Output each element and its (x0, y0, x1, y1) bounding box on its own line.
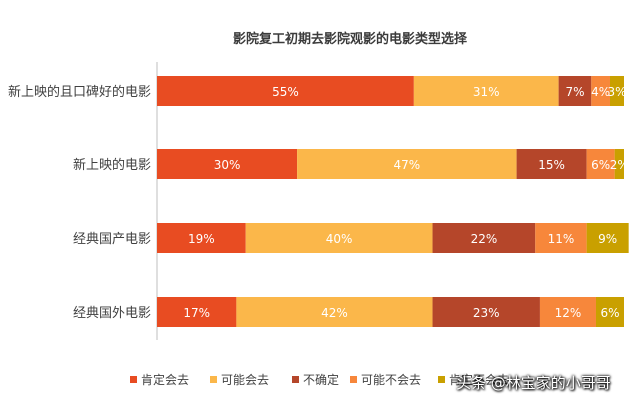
data-label: 7% (565, 85, 584, 99)
legend-label: 可能会去 (221, 373, 269, 387)
bar-segment (614, 149, 624, 179)
data-label: 17% (183, 306, 210, 320)
watermark: 头条 @林宝家的小哥哥 (456, 372, 611, 393)
legend-swatch (350, 376, 357, 383)
data-label: 40% (326, 232, 353, 246)
bar-segment (245, 223, 433, 253)
bar-segment (586, 223, 629, 253)
data-label: 31% (473, 85, 500, 99)
data-label: 11% (548, 232, 575, 246)
bar-segment (236, 297, 433, 327)
bar-segment (157, 76, 414, 106)
watermark-text: 头条 @林宝家的小哥哥 (456, 374, 611, 392)
legend-swatch (292, 376, 299, 383)
category-label: 经典国产电影 (73, 232, 151, 247)
data-label: 4% (591, 85, 610, 99)
data-label: 55% (272, 85, 299, 99)
bar-segment (432, 297, 540, 327)
bar-segment (535, 223, 587, 253)
category-label: 新上映的且口碑好的电影 (8, 84, 151, 100)
data-label: 2% (610, 158, 629, 172)
bar-segment (157, 149, 298, 179)
legend-label: 可能不会去 (361, 373, 421, 387)
bar-segment (297, 149, 517, 179)
data-label: 42% (321, 306, 348, 320)
data-label: 30% (214, 158, 241, 172)
bar-segment (157, 223, 246, 253)
bar-segment (539, 297, 596, 327)
legend-label: 不确定 (303, 372, 339, 387)
data-label: 6% (600, 306, 619, 320)
bar-segment (516, 149, 587, 179)
category-label: 经典国外电影 (73, 306, 151, 321)
bar-segment (432, 223, 536, 253)
data-label: 15% (538, 158, 565, 172)
data-label: 12% (555, 306, 582, 320)
data-label: 23% (473, 306, 500, 320)
legend-label: 肯定会去 (141, 372, 189, 387)
data-label: 6% (591, 158, 610, 172)
legend-label: 肯定不会去 (449, 372, 509, 387)
category-label: 新上映的电影 (73, 157, 151, 173)
data-label: 47% (394, 158, 421, 172)
chart-title: 影院复工初期去影院观影的电影类型选择 (232, 32, 467, 47)
bar-segment (595, 297, 624, 327)
bar-segment (586, 149, 615, 179)
bar-segment (413, 76, 559, 106)
legend-swatch (210, 376, 217, 383)
bar-segment (609, 76, 624, 106)
legend-swatch (438, 376, 445, 383)
data-label: 19% (188, 232, 215, 246)
data-label: 3% (607, 85, 626, 99)
bar-segment (558, 76, 592, 106)
bar-segment (157, 297, 237, 327)
legend-swatch (130, 376, 137, 383)
data-label: 22% (471, 232, 498, 246)
bar-segment (591, 76, 610, 106)
data-label: 9% (598, 232, 617, 246)
